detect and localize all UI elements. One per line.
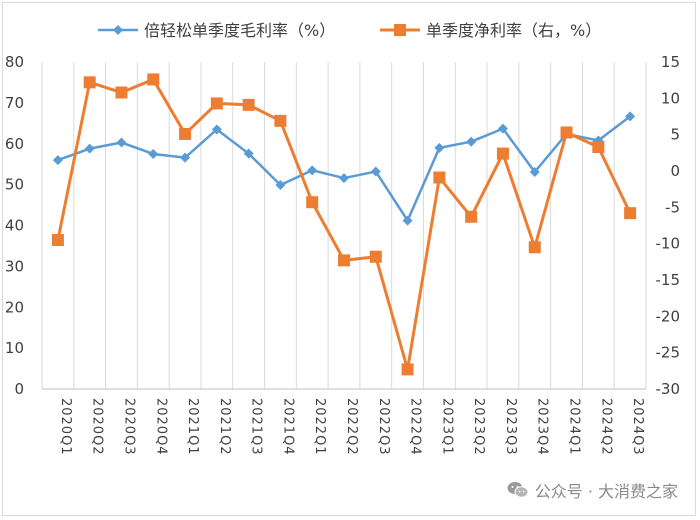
data-point (275, 180, 286, 191)
y-right-tick-label: 10 (661, 89, 680, 107)
x-tick-label: 2022Q4 (408, 398, 423, 456)
data-point (243, 148, 254, 159)
data-point (560, 126, 573, 139)
y-left-tick-label: 60 (5, 135, 24, 153)
x-tick-label: 2022Q3 (376, 398, 391, 456)
data-point (434, 142, 445, 153)
data-point (306, 196, 319, 209)
data-point (401, 363, 414, 376)
y-right-tick-label: -5 (665, 198, 680, 216)
x-tick-label: 2024Q3 (630, 398, 645, 456)
data-point (466, 136, 477, 147)
data-point (370, 166, 381, 177)
series-2 (51, 73, 637, 376)
watermark-text: 公众号 · 大消费之家 (534, 482, 678, 501)
y-left-tick-label: 80 (5, 53, 24, 71)
data-point (51, 234, 64, 247)
x-axis: 2020Q1 2020Q2 2020Q3 2020Q4 2021Q1 2021Q2 2021… (58, 398, 645, 456)
x-tick-label: 2020Q4 (153, 398, 168, 456)
y-right-tick-label: -10 (656, 235, 681, 253)
data-point (116, 137, 127, 148)
y-left-tick-label: 30 (5, 257, 24, 275)
grid-lines (41, 62, 647, 389)
legend: 倍轻松单季度毛利率（%） 单季度净利率（右，%） (98, 21, 601, 40)
data-point (433, 171, 446, 184)
data-point (369, 250, 382, 263)
y-left-tick-label: 70 (5, 94, 24, 112)
y-right-tick-label: 5 (670, 126, 680, 144)
data-point (338, 254, 350, 267)
data-point (624, 207, 637, 220)
data-point (592, 141, 605, 154)
data-point (180, 152, 191, 163)
y-left-tick-label: 50 (5, 176, 24, 194)
data-point (625, 111, 636, 122)
x-tick-label: 2020Q2 (90, 398, 105, 456)
y-right-tick-label: -30 (656, 380, 681, 398)
chart-frame (2, 2, 696, 516)
x-tick-label: 2021Q4 (280, 398, 295, 456)
data-point (339, 173, 349, 184)
y-axis-right: -30 -25 -20 -15 -10 -5 0 5 10 15 (656, 53, 681, 398)
legend-label: 倍轻松单季度毛利率（%） (144, 21, 335, 40)
data-point (402, 215, 413, 226)
x-tick-label: 2020Q3 (121, 398, 136, 456)
watermark: 公众号 · 大消费之家 (507, 478, 678, 502)
data-point (497, 123, 508, 134)
data-point (52, 155, 63, 166)
x-tick-label: 2024Q1 (567, 398, 582, 456)
legend-label: 单季度净利率（右，%） (426, 21, 601, 40)
data-point (147, 73, 160, 86)
data-point (83, 76, 96, 89)
legend-marker (394, 24, 406, 36)
y-right-tick-label: -15 (656, 271, 681, 289)
series-1 (52, 111, 636, 226)
data-point (242, 98, 255, 111)
data-point (528, 241, 541, 254)
x-tick-label: 2021Q3 (249, 398, 264, 456)
y-right-tick-label: -25 (656, 344, 681, 362)
x-tick-label: 2020Q1 (58, 398, 73, 456)
x-tick-label: 2024Q2 (598, 398, 613, 456)
data-point (307, 165, 318, 176)
y-left-tick-label: 10 (5, 339, 24, 357)
y-right-tick-label: 0 (670, 162, 680, 180)
data-point (211, 124, 222, 135)
x-tick-label: 2023Q4 (535, 398, 550, 456)
data-point (210, 97, 223, 110)
y-right-tick-label: -20 (656, 307, 681, 325)
data-point (274, 114, 287, 127)
data-point (529, 166, 540, 177)
x-tick-label: 2022Q1 (312, 398, 327, 456)
data-point (148, 148, 159, 159)
data-point (465, 210, 478, 223)
x-tick-label: 2021Q1 (185, 398, 200, 456)
x-tick-label: 2023Q3 (503, 398, 518, 456)
wechat-icon (507, 482, 529, 498)
y-left-tick-label: 40 (5, 217, 24, 235)
legend-marker (113, 25, 123, 35)
series-line (56, 77, 632, 371)
y-left-tick-label: 20 (5, 298, 24, 316)
data-point (115, 86, 128, 99)
data-point (496, 147, 509, 160)
x-tick-label: 2023Q1 (439, 398, 454, 456)
y-right-tick-label: 15 (661, 53, 680, 71)
legend-item-1: 倍轻松单季度毛利率（%） (98, 21, 335, 40)
data-point (84, 143, 95, 154)
x-tick-label: 2021Q2 (217, 398, 232, 456)
x-tick-label: 2022Q2 (344, 398, 359, 456)
series-line (57, 115, 631, 222)
y-axis-left: 0 10 20 30 40 50 60 70 80 (5, 53, 24, 398)
x-tick-label: 2023Q2 (471, 398, 486, 456)
data-point (179, 127, 192, 140)
series-group (51, 73, 637, 376)
legend-item-2: 单季度净利率（右，%） (380, 21, 601, 40)
y-left-tick-label: 0 (14, 380, 24, 398)
